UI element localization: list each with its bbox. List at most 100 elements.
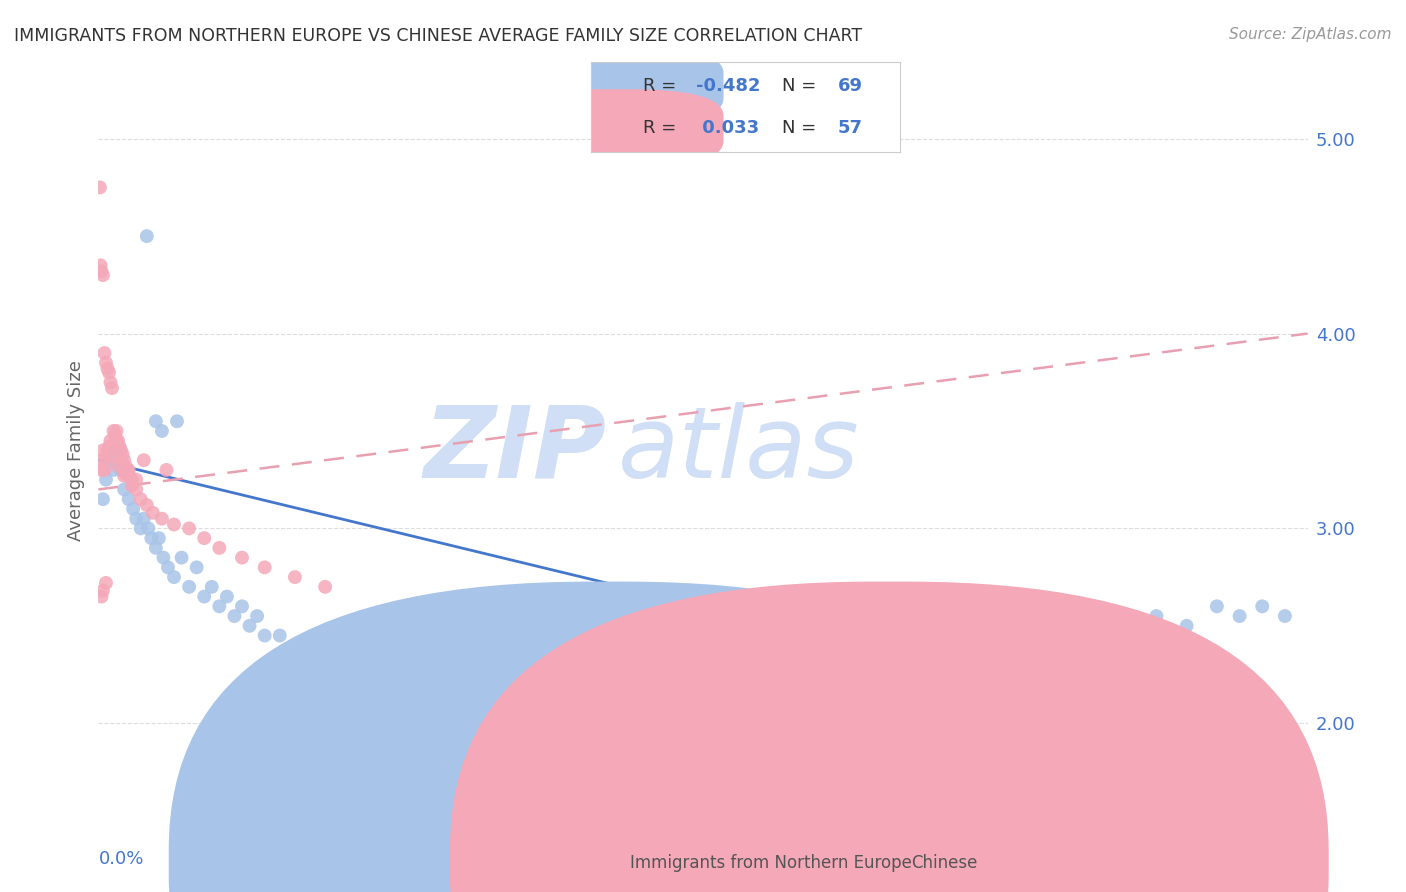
Point [111, 447, 134, 461]
Point [91, 453, 114, 467]
Point [114, 467, 136, 481]
Point [129, 521, 152, 535]
Point [90, 264, 112, 278]
Point [112, 483, 135, 497]
Point [163, 570, 186, 584]
Point [193, 531, 215, 545]
Point [145, 414, 167, 428]
Point [103, 424, 125, 438]
Point [112, 453, 135, 467]
Point [450, 648, 472, 662]
Point [110, 453, 132, 467]
Point [186, 560, 208, 574]
Point [1296, 746, 1319, 760]
Point [314, 657, 336, 672]
Point [108, 440, 131, 454]
Text: Chinese: Chinese [911, 854, 977, 871]
Point [246, 609, 269, 624]
Point [253, 628, 276, 642]
Point [145, 541, 167, 555]
Point [100, 434, 122, 448]
Point [104, 428, 127, 442]
Point [90, 463, 112, 477]
Point [107, 434, 129, 448]
Text: ZIP: ZIP [423, 402, 606, 499]
Point [284, 570, 307, 584]
Point [166, 414, 188, 428]
Point [136, 521, 159, 535]
Point [105, 424, 128, 438]
Point [329, 667, 352, 681]
Point [118, 463, 141, 477]
Point [96, 361, 118, 376]
Point [96, 443, 118, 458]
Point [135, 498, 157, 512]
Point [91, 492, 114, 507]
Point [224, 609, 246, 624]
Y-axis label: Average Family Size: Average Family Size [66, 360, 84, 541]
Point [98, 440, 121, 454]
Point [269, 628, 291, 642]
Point [98, 366, 121, 380]
Point [152, 550, 174, 565]
Point [107, 458, 129, 473]
Point [253, 560, 276, 574]
Point [1229, 609, 1251, 624]
Point [215, 590, 238, 604]
Point [692, 599, 714, 614]
Point [125, 483, 148, 497]
Point [314, 580, 336, 594]
Point [115, 463, 138, 477]
Point [90, 590, 112, 604]
Point [141, 531, 163, 545]
Text: -0.482: -0.482 [696, 77, 761, 95]
Point [94, 576, 117, 591]
Text: R =: R = [643, 77, 682, 95]
Point [114, 458, 136, 473]
Point [105, 443, 128, 458]
Text: 57: 57 [838, 120, 863, 137]
Text: 0.033: 0.033 [696, 120, 759, 137]
Point [231, 599, 253, 614]
Point [389, 619, 412, 633]
Point [100, 376, 122, 390]
Point [125, 473, 148, 487]
Point [101, 381, 124, 395]
Point [93, 463, 115, 477]
Point [405, 628, 427, 642]
Point [647, 716, 669, 731]
Point [1070, 609, 1092, 624]
Point [94, 473, 117, 487]
Point [360, 687, 382, 701]
Text: Source: ZipAtlas.com: Source: ZipAtlas.com [1229, 27, 1392, 42]
Point [873, 609, 896, 624]
Point [118, 492, 141, 507]
Text: N =: N = [782, 120, 823, 137]
Point [797, 619, 820, 633]
Point [94, 356, 117, 370]
Point [121, 478, 143, 492]
Point [170, 550, 193, 565]
Point [179, 521, 201, 535]
Point [420, 638, 443, 652]
Point [1251, 599, 1274, 614]
Point [129, 492, 152, 507]
Point [105, 434, 128, 448]
Point [299, 648, 322, 662]
Point [110, 463, 132, 477]
Point [1206, 599, 1229, 614]
Point [208, 541, 231, 555]
Text: atlas: atlas [619, 402, 860, 499]
Point [89, 180, 111, 194]
Point [495, 667, 517, 681]
Point [125, 511, 148, 525]
Point [949, 619, 972, 633]
Point [101, 447, 124, 461]
FancyBboxPatch shape [508, 46, 724, 125]
Point [148, 531, 170, 545]
Text: 69: 69 [838, 77, 863, 95]
Point [201, 580, 224, 594]
Point [526, 677, 548, 691]
Point [132, 453, 155, 467]
Point [344, 677, 367, 691]
